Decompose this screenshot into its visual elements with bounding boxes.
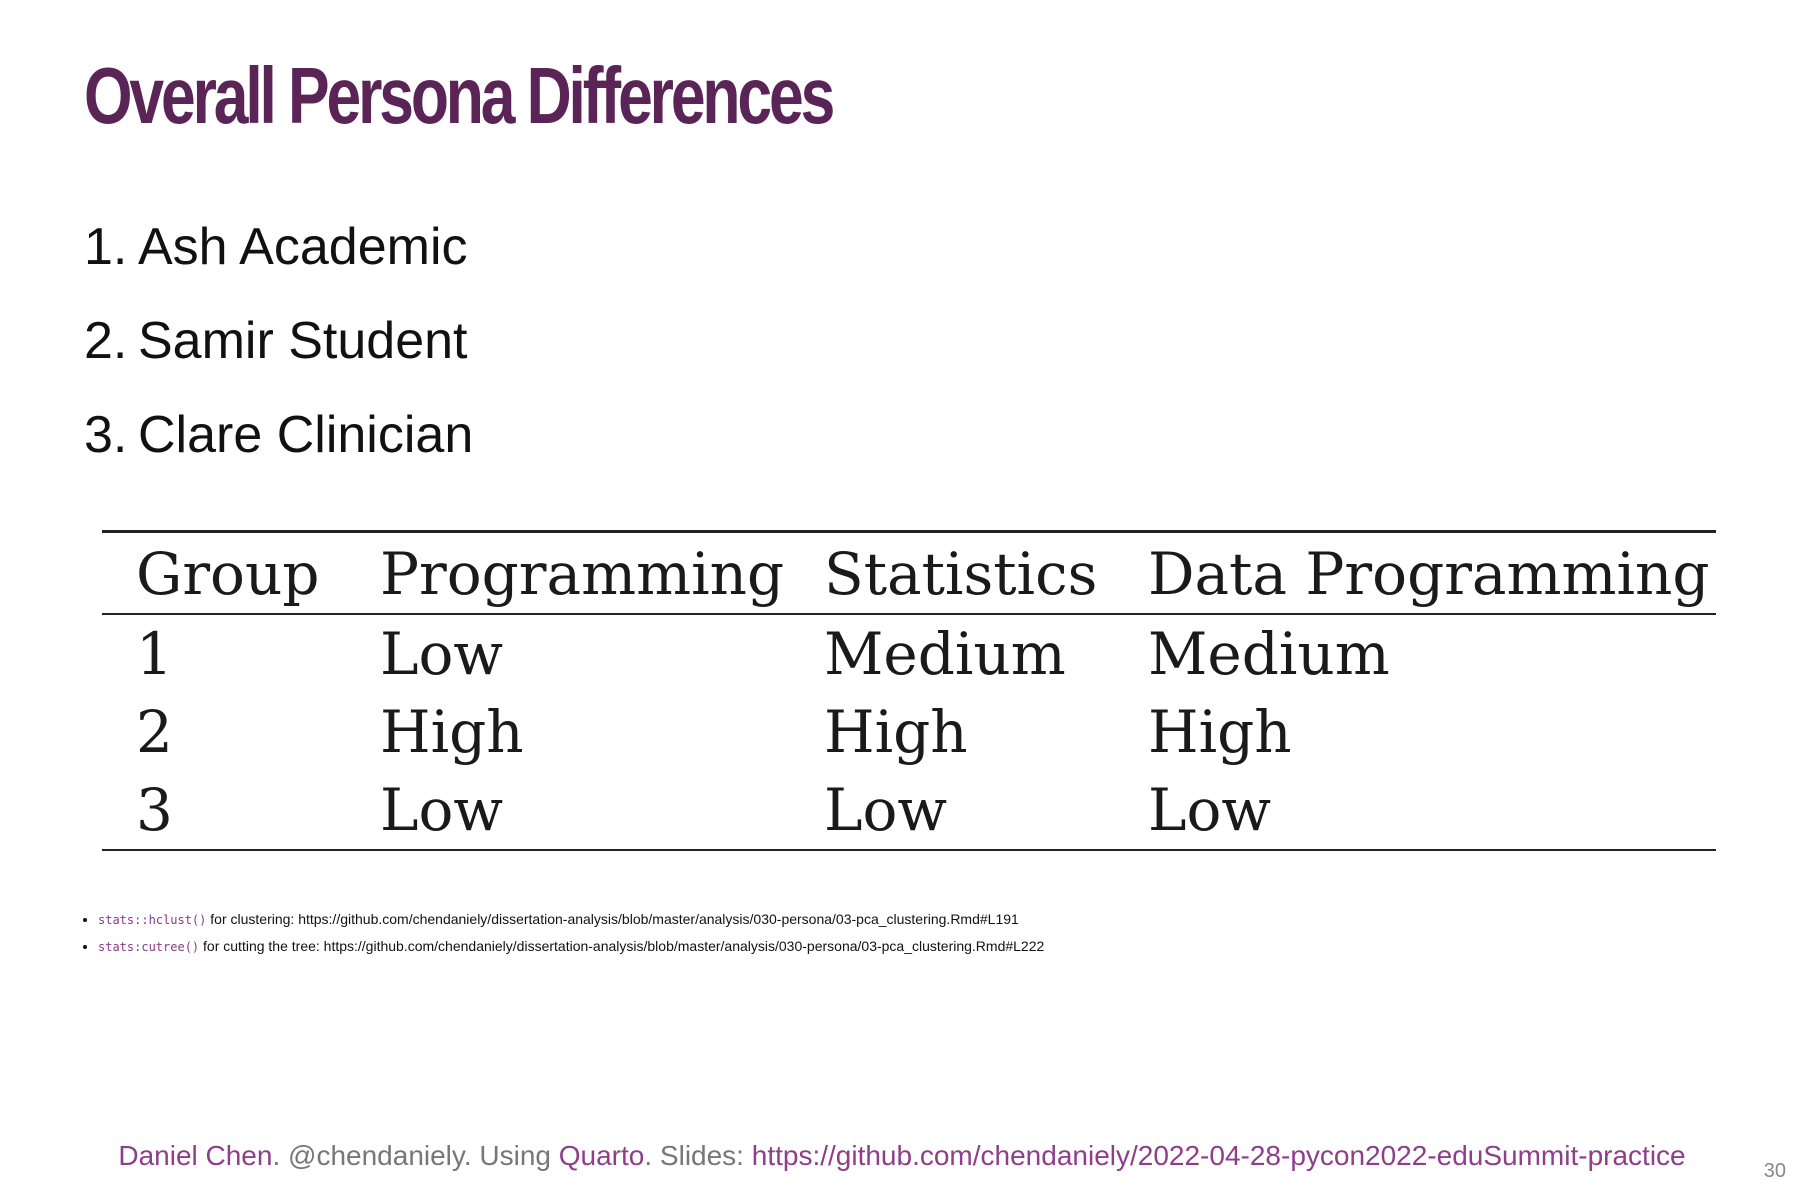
persona-table: Group Programming Statistics Data Progra… [102,530,1716,851]
author-link[interactable]: Daniel Chen [118,1140,273,1171]
slide-number: 30 [1763,1160,1786,1182]
table-row: 2 High High High [102,693,1716,771]
table-row: 3 Low Low Low [102,771,1716,850]
header-group: Group [136,540,320,608]
table-cell: Low [380,620,504,688]
persona-item: 2. Samir Student [84,294,473,388]
persona-item: 3. Clare Clinician [84,388,473,482]
footnotes-list: stats::hclust() for clustering: https://… [76,906,1044,960]
header-statistics: Statistics [824,540,1098,608]
table-cell: Low [1148,776,1272,844]
table-row: 1 Low Medium Medium [102,614,1716,693]
persona-item: 1. Ash Academic [84,200,473,294]
persona-number: 2. [84,312,128,370]
footnote-text: for cutting the tree: https://github.com… [199,938,1045,954]
persona-name: Ash Academic [138,218,468,276]
table-cell: High [1148,698,1292,766]
footer-text: . @chendaniely. Using [272,1140,559,1171]
table-cell: Low [380,776,504,844]
table-cell: 1 [136,620,173,688]
table-cell: Medium [1148,620,1390,688]
quarto-link[interactable]: Quarto [558,1140,645,1171]
persona-number: 3. [84,406,128,464]
table-cell: High [824,698,968,766]
slide-footer: Daniel Chen. @chendaniely. Using Quarto.… [0,1140,1804,1172]
footer-text: . Slides: [644,1140,752,1171]
table-cell: 3 [136,776,173,844]
table-header-row: Group Programming Statistics Data Progra… [102,531,1716,614]
footnote-item: stats:cutree() for cutting the tree: htt… [98,933,1044,960]
table-cell: Medium [824,620,1066,688]
slides-url-link[interactable]: https://github.com/chendaniely/2022-04-2… [751,1140,1686,1171]
persona-number: 1. [84,218,128,276]
footnote-item: stats::hclust() for clustering: https://… [98,906,1044,933]
footnote-text: for clustering: https://github.com/chend… [206,911,1019,927]
table-cell: 2 [136,698,173,766]
persona-table-figure: Group Programming Statistics Data Progra… [102,530,1716,851]
slide-title: Overall Persona Differences [84,51,835,140]
persona-name: Clare Clinician [138,406,474,464]
code-snippet: stats::hclust() [98,913,207,927]
table-cell: High [380,698,524,766]
header-programming: Programming [380,540,785,608]
code-snippet: stats:cutree() [98,940,200,954]
persona-list: 1. Ash Academic 2. Samir Student 3. Clare C… [84,200,473,482]
header-data-programming: Data Programming [1148,540,1710,608]
table-cell: Low [824,776,948,844]
persona-name: Samir Student [138,312,468,370]
